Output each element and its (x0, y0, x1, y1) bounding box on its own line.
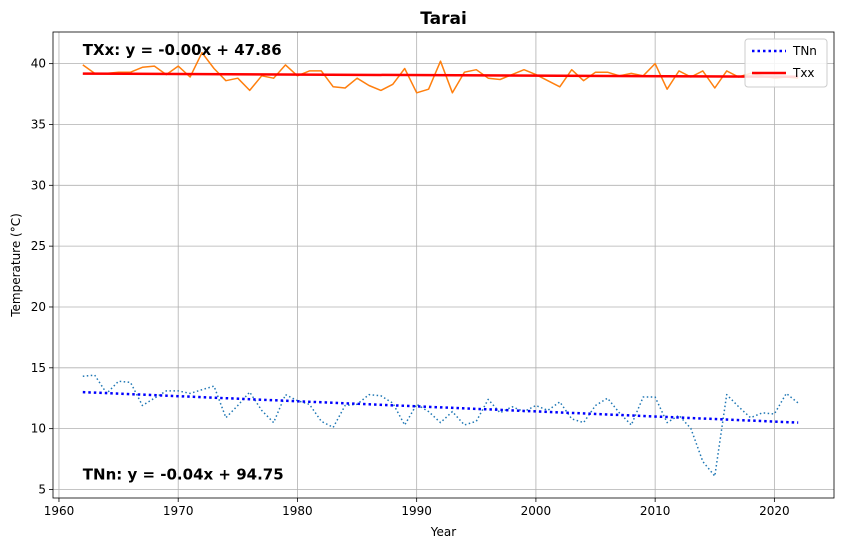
series-layer (82, 51, 799, 477)
legend: TNn Txx (744, 38, 828, 88)
y-tick-label: 35 (31, 117, 46, 131)
trend-equation-annotation: TNn: y = -0.04x + 94.75 (83, 466, 284, 484)
series-line-tnn-obs (82, 374, 799, 477)
grid (53, 32, 834, 498)
series-line-txx-obs (82, 51, 799, 94)
y-tick-label: 5 (38, 482, 46, 496)
series-line-tnn-trend (82, 390, 799, 424)
legend-label-tnn: TNn (792, 44, 817, 58)
x-tick-label: 2000 (521, 504, 552, 518)
ticks: 1960 1970 1980 1990 2000 2010 2020 5 10 15 20 25 30 3… (31, 57, 790, 518)
legend-label-txx: Txx (792, 66, 815, 80)
x-tick-label: 1970 (163, 504, 194, 518)
y-axis-label: Temperature (°C) (9, 213, 23, 318)
x-tick-label: 2010 (640, 504, 671, 518)
y-tick-label: 10 (31, 422, 46, 436)
trend-equation-annotation: TXx: y = -0.00x + 47.86 (83, 41, 282, 59)
series-line-txx-trend (82, 72, 799, 79)
y-tick-label: 30 (31, 178, 46, 192)
annotations: TXx: y = -0.00x + 47.86 TNn: y = -0.04x +… (83, 41, 284, 484)
y-tick-label: 40 (31, 57, 46, 71)
y-tick-label: 20 (31, 300, 46, 314)
x-tick-label: 1960 (44, 504, 75, 518)
x-tick-label: 1990 (401, 504, 432, 518)
y-tick-label: 25 (31, 239, 46, 253)
x-axis-label: Year (430, 525, 456, 539)
x-tick-label: 2020 (759, 504, 790, 518)
x-tick-label: 1980 (282, 504, 313, 518)
chart-title: Tarai (420, 9, 467, 29)
y-tick-label: 15 (31, 361, 46, 375)
plot-frame (52, 31, 835, 499)
